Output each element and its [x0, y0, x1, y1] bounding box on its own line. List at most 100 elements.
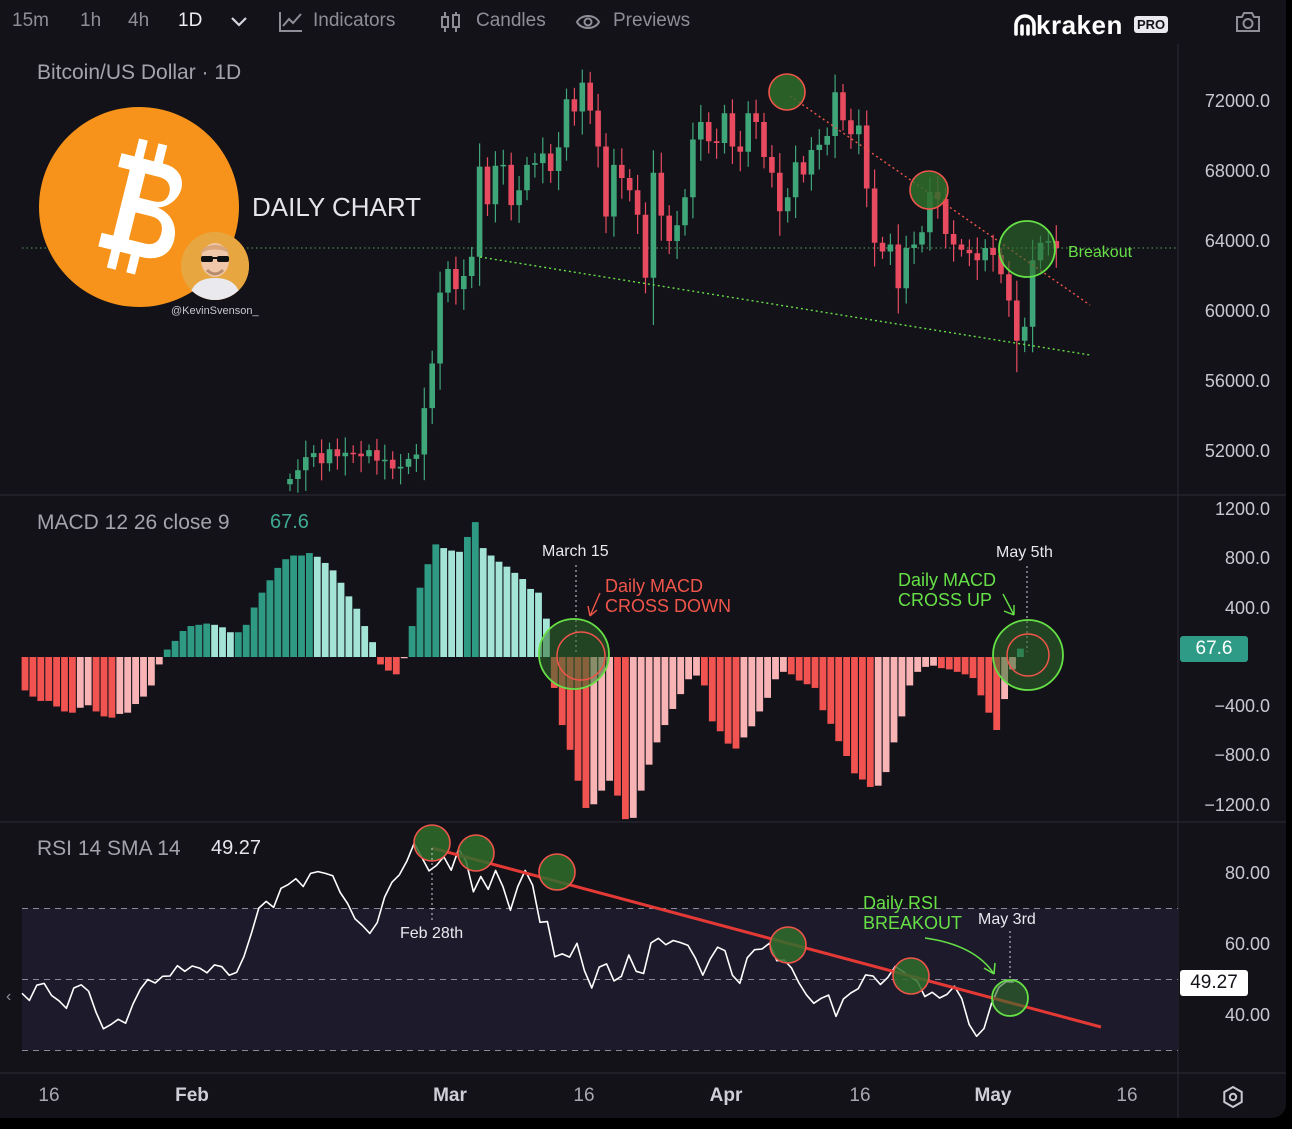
macd-histogram-bar [590, 657, 598, 805]
candle-body [1029, 260, 1036, 327]
timeframe-1d[interactable]: 1D [178, 10, 203, 31]
candle-body [555, 147, 562, 171]
candle-body [397, 466, 404, 469]
author-handle: @KevinSvenson_ [171, 305, 259, 317]
may-3rd-label: May 3rd [978, 911, 1036, 928]
price-tick: 52000.0 [1204, 441, 1270, 461]
cross-down-arrow [587, 592, 601, 617]
macd-cross-down-line2: CROSS DOWN [605, 596, 731, 616]
candle-body [682, 197, 688, 226]
candle-body [974, 253, 981, 261]
macd-histogram-bar [361, 626, 369, 657]
timeframe-1h[interactable]: 1h [80, 10, 102, 31]
candle-body [389, 459, 396, 469]
author-avatar [181, 232, 249, 300]
rsi-tick: 60.00 [1224, 934, 1270, 954]
macd-histogram-bar [637, 657, 645, 791]
macd-histogram-bar [661, 657, 669, 726]
macd-histogram-bar [321, 562, 329, 657]
macd-histogram-bar [708, 657, 716, 722]
macd-histogram-bar [819, 657, 827, 711]
macd-histogram-bar [795, 657, 803, 681]
indicators-button[interactable]: Indicators [278, 10, 418, 34]
chart-settings-button[interactable] [1221, 1085, 1245, 1114]
macd-histogram-bar [61, 657, 68, 712]
previews-label: Previews [613, 10, 691, 31]
candle-body [950, 234, 957, 245]
candle-body [832, 92, 838, 136]
macd-histogram-bar [938, 657, 945, 669]
macd-histogram-bar [811, 657, 819, 688]
candle-body [816, 144, 823, 150]
macd-histogram-bar [693, 657, 700, 676]
macd-histogram-bar [945, 657, 953, 670]
timeframe-4h[interactable]: 4h [128, 10, 150, 31]
screenshot-button[interactable] [1234, 10, 1262, 39]
breakout-label: Breakout [1068, 244, 1133, 261]
price-tick: 68000.0 [1204, 161, 1270, 181]
macd-histogram-bar [685, 657, 692, 680]
candle-body [887, 244, 894, 252]
candle-body [461, 276, 467, 290]
candle-body [658, 172, 665, 216]
macd-histogram-bar [242, 624, 250, 657]
macd-histogram-bar [124, 657, 132, 713]
candle-body [927, 192, 933, 233]
macd-histogram-bar [653, 657, 661, 743]
macd-histogram-bar [108, 657, 116, 718]
indicators-label: Indicators [313, 10, 396, 31]
macd-histogram-bar [898, 657, 906, 717]
macd-histogram-bar [155, 657, 163, 665]
candle-body [500, 164, 507, 167]
macd-histogram-bar [993, 657, 1001, 731]
candle-body [982, 248, 988, 261]
macd-histogram-bar [329, 570, 337, 657]
time-tick: Apr [709, 1085, 743, 1106]
candle-body [808, 150, 815, 175]
macd-tick: 800.0 [1224, 548, 1270, 568]
macd-histogram-bar [282, 559, 290, 657]
candles-button[interactable]: Candles [440, 10, 560, 34]
timeframe-dropdown[interactable] [229, 10, 249, 32]
rsi-peak-marker [769, 926, 807, 964]
candle-body [413, 454, 420, 459]
annotation-layer [413, 73, 1102, 1029]
macd-histogram-bar [116, 657, 124, 714]
previews-button[interactable]: Previews [575, 10, 705, 34]
macd-histogram-bar [780, 657, 787, 672]
macd-histogram-bar [732, 657, 740, 749]
chevron-down-icon [231, 17, 247, 27]
candle-body [698, 122, 704, 140]
macd-histogram-bar [53, 657, 60, 707]
rsi-value-box: 49.27 [1180, 970, 1248, 996]
candle-body [1006, 274, 1012, 301]
candle-body [966, 249, 973, 254]
macd-histogram-bar [669, 657, 677, 709]
macd-pane-title: MACD 12 26 close 9 [37, 511, 230, 534]
macd-histogram-bar [69, 657, 76, 713]
candle-body [634, 190, 641, 215]
macd-histogram-bar [479, 548, 487, 657]
candle-body [587, 82, 593, 111]
macd-histogram-bar [408, 626, 416, 657]
candle-body [476, 166, 483, 257]
macd-histogram-bar [764, 657, 771, 698]
candle-body [445, 269, 451, 293]
macd-histogram-bar [21, 657, 29, 691]
macd-histogram-bar [843, 657, 850, 756]
macd-histogram-bar [432, 544, 440, 657]
macd-tick: −1200.0 [1204, 795, 1270, 815]
timeframe-15m[interactable]: 15m [12, 10, 49, 31]
daily-chart-caption: DAILY CHART [252, 192, 422, 222]
candle-body [721, 113, 728, 143]
price-candles [22, 69, 1178, 493]
scroll-left-handle[interactable]: ‹ [6, 988, 12, 1005]
candle-body [579, 82, 586, 112]
macd-cross-down-inner [556, 631, 606, 681]
candle-body [547, 153, 554, 171]
macd-histogram-bar [487, 555, 495, 657]
macd-histogram-bar [416, 587, 424, 657]
candle-body [382, 459, 388, 462]
